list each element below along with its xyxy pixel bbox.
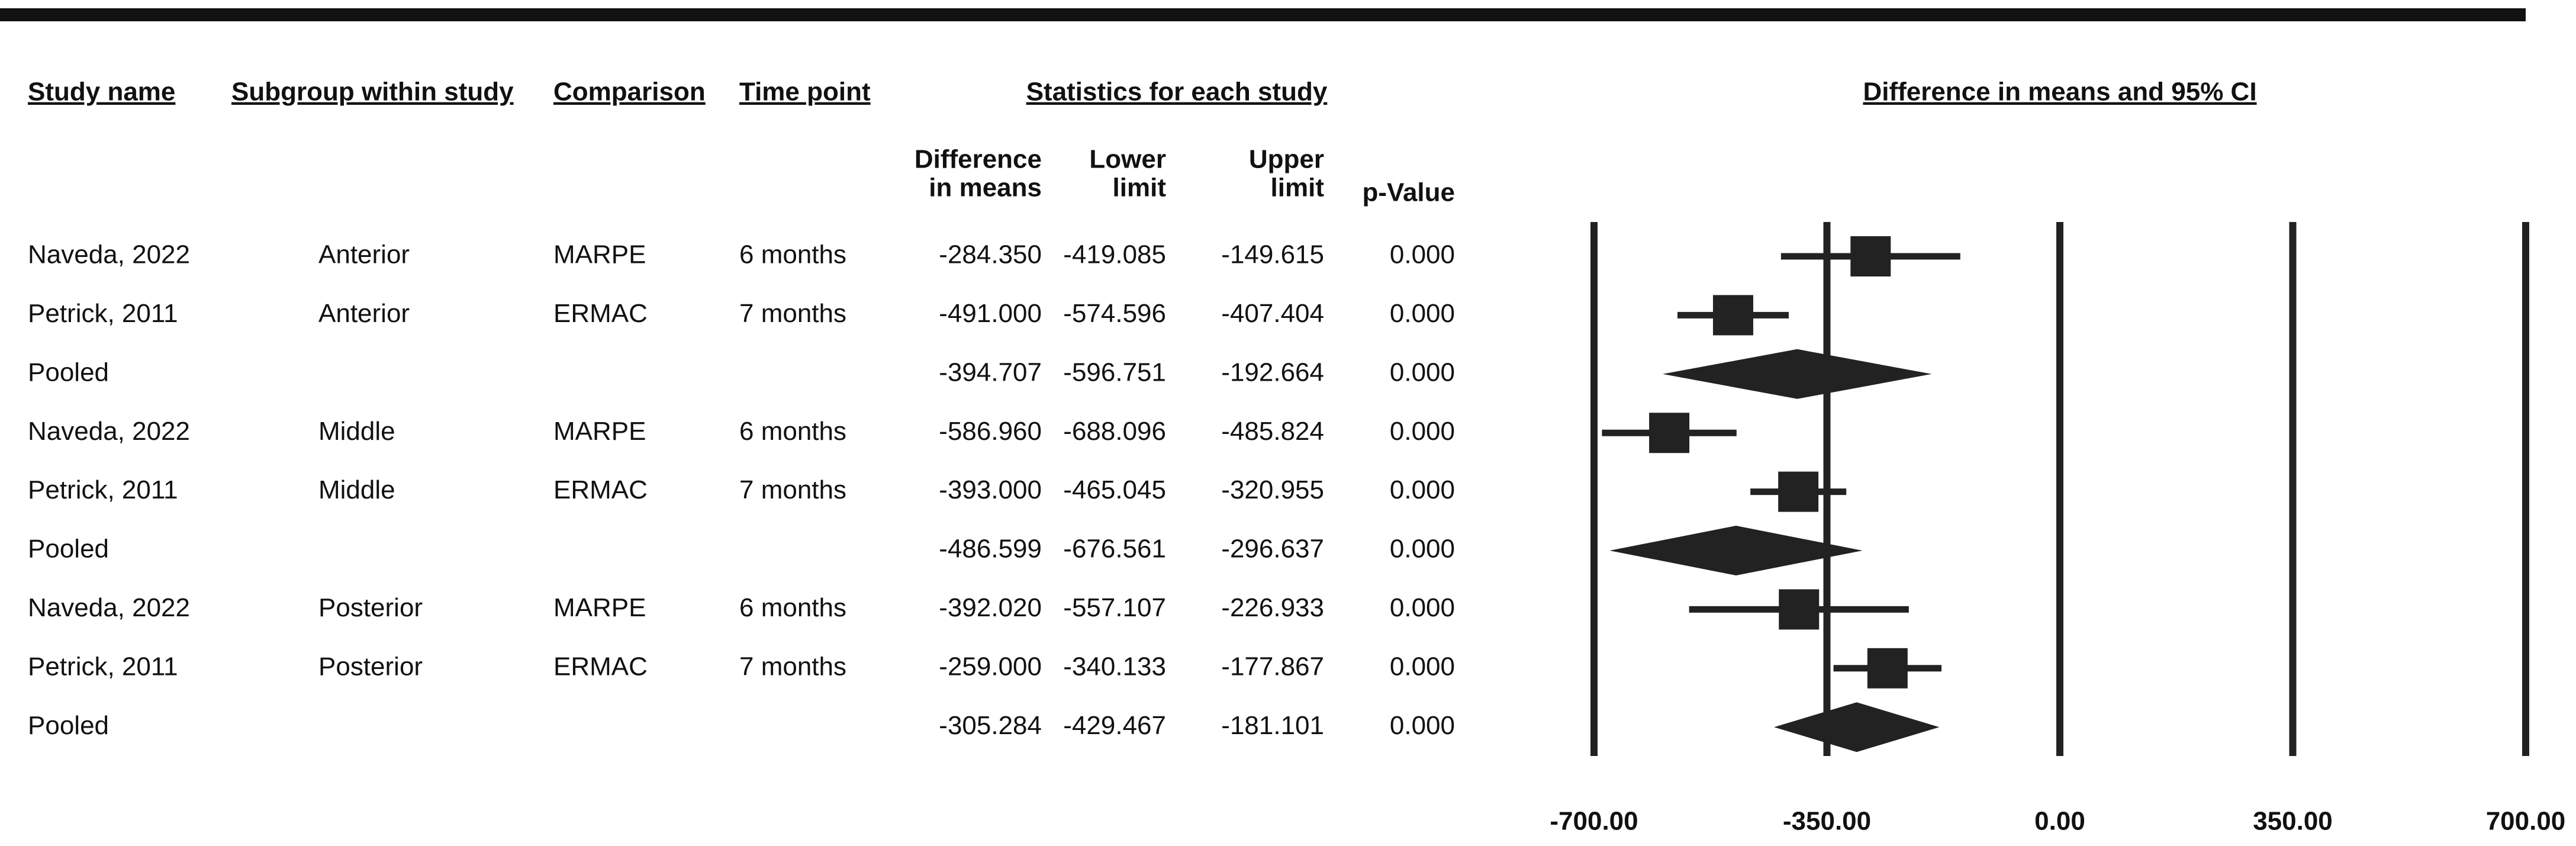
effect-square (1867, 648, 1908, 689)
subgroup: Posterior (318, 593, 423, 622)
subgroup: Anterior (318, 240, 410, 269)
header-time-point: Time point (739, 78, 871, 107)
study-name: Petrick, 2011 (28, 652, 178, 681)
subgroup: Middle (318, 417, 395, 446)
comparison: MARPE (553, 240, 646, 269)
comparison: ERMAC (553, 475, 648, 504)
upper-value: -320.955 (1221, 475, 1324, 504)
diff-value: -392.020 (939, 593, 1042, 622)
lower-value: -557.107 (1063, 593, 1166, 622)
upper-value: -149.615 (1221, 240, 1324, 269)
study-name: Pooled (28, 535, 109, 564)
upper-value: -485.824 (1221, 417, 1324, 446)
time-point: 6 months (739, 417, 846, 446)
diff-value: -305.284 (939, 711, 1042, 740)
comparison: MARPE (553, 593, 646, 622)
pooled-diamond (1774, 702, 1940, 752)
p-value: 0.000 (1390, 535, 1455, 564)
p-value: 0.000 (1390, 652, 1455, 681)
stat-header: p-Value (1363, 178, 1456, 207)
pooled-diamond (1609, 526, 1863, 575)
p-value: 0.000 (1390, 417, 1455, 446)
diff-value: -586.960 (939, 417, 1042, 446)
upper-value: -407.404 (1221, 299, 1324, 328)
time-point: 7 months (739, 652, 846, 681)
subgroup: Middle (318, 475, 395, 504)
effect-square (1649, 413, 1690, 453)
pooled-diamond (1663, 349, 1932, 399)
x-tick-label: 350.00 (2253, 807, 2333, 836)
chart-title: Difference in means and 95% CI (1863, 78, 2256, 107)
x-tick-label: 700.00 (2486, 807, 2566, 836)
study-name: Petrick, 2011 (28, 475, 178, 504)
comparison: ERMAC (553, 299, 648, 328)
stat-header: Lower (1089, 145, 1166, 174)
stat-header: Upper (1249, 145, 1324, 174)
header-comparison: Comparison (553, 78, 706, 107)
p-value: 0.000 (1390, 240, 1455, 269)
lower-value: -340.133 (1063, 652, 1166, 681)
diff-value: -284.350 (939, 240, 1042, 269)
lower-value: -429.467 (1063, 711, 1166, 740)
upper-value: -177.867 (1221, 652, 1324, 681)
comparison: ERMAC (553, 652, 648, 681)
diff-value: -393.000 (939, 475, 1042, 504)
diff-value: -259.000 (939, 652, 1042, 681)
stat-header: Difference (915, 145, 1042, 174)
effect-square (1778, 471, 1819, 512)
effect-square (1850, 236, 1891, 276)
time-point: 6 months (739, 593, 846, 622)
top-rule (0, 8, 2526, 21)
diff-value: -491.000 (939, 299, 1042, 328)
p-value: 0.000 (1390, 475, 1455, 504)
p-value: 0.000 (1390, 358, 1455, 387)
lower-value: -419.085 (1063, 240, 1166, 269)
study-name: Pooled (28, 358, 109, 387)
x-tick-label: -700.00 (1550, 807, 1638, 836)
study-name: Naveda, 2022 (28, 417, 190, 446)
lower-value: -596.751 (1063, 358, 1166, 387)
lower-value: -676.561 (1063, 535, 1166, 564)
lower-value: -688.096 (1063, 417, 1166, 446)
diff-value: -486.599 (939, 535, 1042, 564)
stat-header: limit (1113, 173, 1167, 202)
header-subgroup: Subgroup within study (231, 78, 514, 107)
study-name: Naveda, 2022 (28, 593, 190, 622)
time-point: 7 months (739, 299, 846, 328)
study-name: Petrick, 2011 (28, 299, 178, 328)
effect-square (1779, 589, 1820, 630)
p-value: 0.000 (1390, 711, 1455, 740)
time-point: 7 months (739, 475, 846, 504)
upper-value: -226.933 (1221, 593, 1324, 622)
header-statistics: Statistics for each study (1026, 78, 1328, 107)
p-value: 0.000 (1390, 593, 1455, 622)
stat-header: limit (1271, 173, 1325, 202)
subgroup: Anterior (318, 299, 410, 328)
x-tick-label: 0.00 (2034, 807, 2085, 836)
effect-square (1712, 295, 1753, 336)
header-study: Study name (28, 78, 175, 107)
x-tick-label: -350.00 (1783, 807, 1871, 836)
lower-value: -465.045 (1063, 475, 1166, 504)
p-value: 0.000 (1390, 299, 1455, 328)
subgroup: Posterior (318, 652, 423, 681)
upper-value: -192.664 (1221, 358, 1324, 387)
time-point: 6 months (739, 240, 846, 269)
upper-value: -181.101 (1221, 711, 1324, 740)
stat-header: in means (929, 173, 1042, 202)
upper-value: -296.637 (1221, 535, 1324, 564)
diff-value: -394.707 (939, 358, 1042, 387)
lower-value: -574.596 (1063, 299, 1166, 328)
study-name: Pooled (28, 711, 109, 740)
comparison: MARPE (553, 417, 646, 446)
study-name: Naveda, 2022 (28, 240, 190, 269)
